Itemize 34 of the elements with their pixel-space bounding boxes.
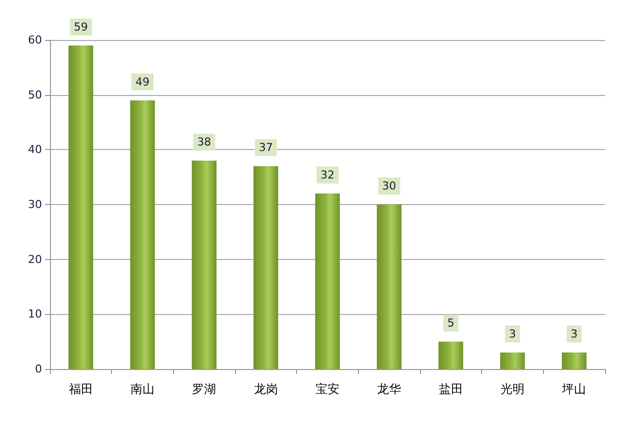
y-tick-label: 30 xyxy=(28,198,42,211)
y-tick-label: 40 xyxy=(28,143,42,156)
data-label: 32 xyxy=(320,168,334,182)
x-tick-label: 南山 xyxy=(130,382,154,396)
data-label: 37 xyxy=(258,141,273,154)
bar xyxy=(130,100,155,369)
bar xyxy=(315,194,340,369)
data-label: 59 xyxy=(74,20,88,34)
y-tick-label: 60 xyxy=(28,34,42,46)
data-label: 5 xyxy=(447,316,454,330)
x-tick-label: 光明 xyxy=(500,382,524,396)
x-tick-label: 宝安 xyxy=(316,382,340,396)
y-tick-label: 10 xyxy=(28,308,42,321)
x-tick-label: 坪山 xyxy=(561,382,586,396)
data-label: 3 xyxy=(509,328,516,341)
data-label: 49 xyxy=(136,75,150,88)
y-tick-label: 50 xyxy=(28,88,42,102)
bar xyxy=(68,45,94,369)
bar xyxy=(438,342,464,369)
bar xyxy=(376,204,402,369)
bar xyxy=(254,166,278,369)
bar xyxy=(562,352,586,369)
bar xyxy=(500,352,525,369)
x-tick-label: 盐田 xyxy=(438,382,463,396)
y-tick-label: 20 xyxy=(28,252,42,266)
x-tick-label: 罗湖 xyxy=(192,382,216,396)
bar xyxy=(192,160,216,369)
x-tick-label: 龙岗 xyxy=(254,382,278,396)
data-label: 30 xyxy=(382,180,396,192)
x-tick-label: 龙华 xyxy=(377,382,402,396)
data-label: 38 xyxy=(197,136,212,149)
x-tick-label: 福田 xyxy=(68,382,93,396)
data-label: 3 xyxy=(570,328,578,341)
y-tick-label: 0 xyxy=(35,362,42,376)
